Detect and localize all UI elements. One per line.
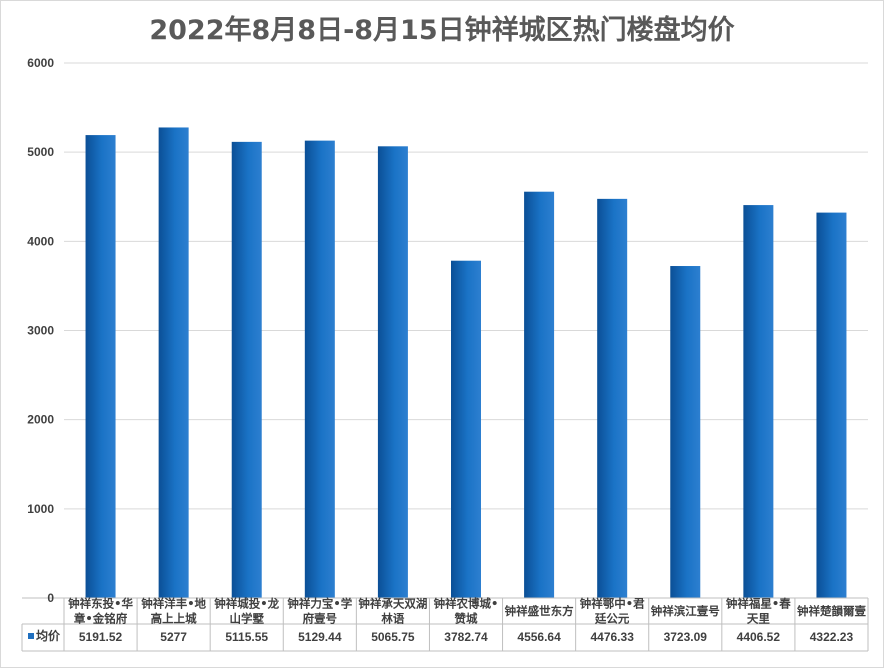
- y-tick-label: 4000: [27, 234, 54, 248]
- bar: [85, 135, 116, 598]
- value-label: 4322.23: [810, 630, 854, 644]
- category-label: 钟祥农博城•: [434, 597, 499, 611]
- category-label: 钟祥滨江壹号: [651, 604, 720, 618]
- chart-title: 2022年8月8日-8月15日钟祥城区热门楼盘均价: [149, 15, 735, 46]
- category-label: 钟祥洋丰•地: [141, 597, 206, 611]
- value-label: 3723.09: [664, 630, 708, 644]
- value-label: 4406.52: [737, 630, 781, 644]
- category-label: 廷公元: [594, 612, 630, 626]
- value-label: 4556.64: [517, 630, 561, 644]
- bar: [743, 205, 774, 598]
- category-label: 钟祥鄂中•君: [580, 597, 645, 611]
- value-label: 4476.33: [590, 630, 634, 644]
- value-label: 3782.74: [444, 630, 488, 644]
- value-label: 5191.52: [79, 630, 123, 644]
- value-label: 5277: [160, 630, 187, 644]
- category-label: 章•金铭府: [74, 612, 128, 626]
- category-label: 赞城: [454, 612, 478, 626]
- category-label: 钟祥东投•华: [68, 597, 133, 611]
- value-label: 5065.75: [371, 630, 415, 644]
- category-label: 钟祥楚韻爾壹: [797, 604, 866, 618]
- bar: [377, 146, 408, 598]
- bar: [304, 140, 335, 598]
- category-label: 钟祥福星•春: [726, 597, 791, 611]
- y-tick-label: 3000: [27, 324, 54, 338]
- category-label: 山学墅: [229, 612, 264, 626]
- bar: [451, 260, 481, 598]
- category-label: 高上上城: [151, 612, 197, 626]
- category-label: 钟祥城投•龙: [214, 597, 279, 611]
- bar: [670, 266, 701, 598]
- bar: [816, 212, 847, 598]
- category-label: 林语: [381, 612, 404, 626]
- category-label: 天里: [747, 612, 770, 626]
- bar: [158, 127, 189, 598]
- y-tick-label: 1000: [27, 502, 54, 516]
- y-tick-label: 5000: [27, 145, 54, 159]
- bar: [231, 141, 262, 598]
- y-tick-label: 2000: [27, 413, 54, 427]
- category-label: 府壹号: [303, 612, 338, 626]
- category-label: 钟祥盛世东方: [505, 604, 574, 618]
- y-tick-label: 0: [47, 591, 54, 605]
- legend-series-name: 均价: [36, 628, 61, 643]
- value-label: 5115.55: [225, 630, 268, 644]
- bar: [597, 198, 628, 598]
- legend-swatch: [28, 633, 34, 639]
- category-label: 钟祥承天双湖: [358, 597, 427, 611]
- bar: [524, 191, 555, 599]
- category-label: 钟祥力宝•学: [287, 597, 352, 611]
- value-label: 5129.44: [298, 630, 342, 644]
- y-tick-label: 6000: [27, 56, 54, 70]
